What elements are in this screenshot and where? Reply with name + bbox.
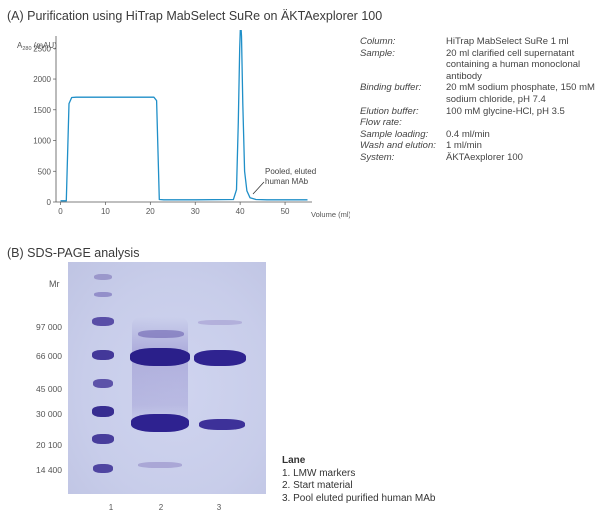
x-axis-label: Volume (ml) — [311, 210, 350, 219]
annotation-line-2: human MAb — [265, 177, 309, 186]
mw-marker-14400: 14 400 — [36, 465, 62, 475]
y-tick-label: 2500 — [33, 44, 51, 53]
x-tick-label: 0 — [58, 207, 63, 216]
marker-band — [92, 434, 114, 444]
parameter-value: 0.4 ml/min — [446, 128, 490, 140]
mw-marker-45000: 45 000 — [36, 384, 62, 394]
parameter-value: ÄKTAexplorer 100 — [446, 151, 523, 163]
x-tick-label: 50 — [281, 207, 290, 216]
x-tick-label: 10 — [101, 207, 110, 216]
parameter-label: Column: — [360, 36, 396, 47]
marker-band — [94, 274, 112, 280]
parameter-row: Sample: 20 ml clarified cell supernatant … — [360, 48, 598, 83]
panel-b-title: (B) SDS-PAGE analysis — [7, 246, 140, 260]
start-material-heavy-chain — [130, 348, 190, 366]
marker-band — [92, 350, 114, 360]
y-tick-label: 1500 — [33, 106, 51, 115]
parameter-label: Elution buffer: — [360, 105, 419, 117]
chart-series — [60, 30, 308, 202]
purified-faint-band — [198, 320, 242, 325]
y-tick-label: 0 — [47, 198, 52, 207]
parameter-row: Binding buffer: 20 mM sodium phosphate, 1… — [360, 82, 598, 105]
x-tick-label: 40 — [236, 207, 245, 216]
start-material-light-chain — [131, 414, 189, 432]
parameter-row: System: ÄKTAexplorer 100 — [360, 152, 598, 164]
parameter-value: 100 mM glycine-HCl, pH 3.5 — [446, 105, 565, 117]
parameter-row: Column: HiTrap MabSelect SuRe 1 ml — [360, 36, 598, 48]
parameter-label: Sample: — [360, 47, 395, 59]
parameter-value: 20 mM sodium phosphate, 150 mM sodium ch… — [446, 82, 595, 105]
mr-text: Mr — [49, 279, 60, 289]
marker-band — [93, 464, 113, 473]
mw-marker-66000: 66 000 — [36, 351, 62, 361]
mw-marker-97000: 97 000 — [36, 322, 62, 332]
marker-band — [93, 379, 113, 388]
marker-band — [92, 317, 114, 326]
parameter-label: Flow rate: — [360, 117, 402, 129]
mw-marker-20100: 20 100 — [36, 440, 62, 450]
legend-item-3: 3. Pool eluted purified human MAb — [282, 492, 436, 504]
parameter-row: Wash and elution: 1 ml/min — [360, 140, 598, 152]
parameter-row: Flow rate: — [360, 117, 598, 129]
parameter-label: Sample loading: — [360, 128, 429, 140]
parameter-value: 20 ml clarified cell supernatant contain… — [446, 47, 581, 82]
x-tick-label: 30 — [191, 207, 200, 216]
parameter-row: Elution buffer: 100 mM glycine-HCl, pH 3.… — [360, 106, 598, 118]
chart-axes — [55, 36, 312, 203]
sds-page-gel — [68, 262, 266, 494]
marker-band — [94, 292, 112, 297]
parameter-row: Sample loading: 0.4 ml/min — [360, 129, 598, 141]
parameter-label: System: — [360, 151, 395, 163]
parameter-value: HiTrap MabSelect SuRe 1 ml — [446, 36, 569, 47]
mw-marker-30000: 30 000 — [36, 409, 62, 419]
annotation-line-1: Pooled, eluted — [265, 167, 316, 176]
purified-light-chain — [199, 419, 245, 430]
y-tick-label: 2000 — [33, 75, 51, 84]
parameter-value — [446, 117, 598, 129]
lane-number-2: 2 — [158, 503, 164, 512]
parameter-value: 1 ml/min — [446, 140, 482, 152]
y-tick-label: 1000 — [33, 137, 51, 146]
legend-item-1: 1. LMW markers — [282, 467, 356, 479]
purified-heavy-chain — [194, 350, 246, 366]
lane-number-1: 1 — [108, 503, 114, 512]
start-material-band-high — [138, 330, 184, 338]
series-line — [60, 30, 308, 202]
start-material-band-low — [138, 462, 182, 468]
parameter-label: Wash and elution: — [360, 140, 436, 152]
run-parameters: Column: HiTrap MabSelect SuRe 1 ml Sample:… — [360, 36, 598, 164]
parameter-label: Binding buffer: — [360, 82, 422, 94]
panel-a-title: (A) Purification using HiTrap MabSelect … — [7, 9, 383, 23]
lane-number-3: 3 — [216, 503, 222, 512]
y-tick-label: 500 — [38, 167, 52, 176]
legend-item-2: 2. Start material — [282, 480, 353, 492]
annotation-leader — [252, 181, 265, 195]
y-axis-label: A280 (mAU) — [17, 41, 57, 52]
mr-label: Mr — [49, 279, 60, 289]
marker-band — [92, 406, 114, 417]
x-tick-label: 20 — [146, 207, 155, 216]
lane-legend: Lane 1. LMW markers 2. Start material 3.… — [282, 455, 435, 505]
legend-title: Lane — [282, 455, 306, 466]
